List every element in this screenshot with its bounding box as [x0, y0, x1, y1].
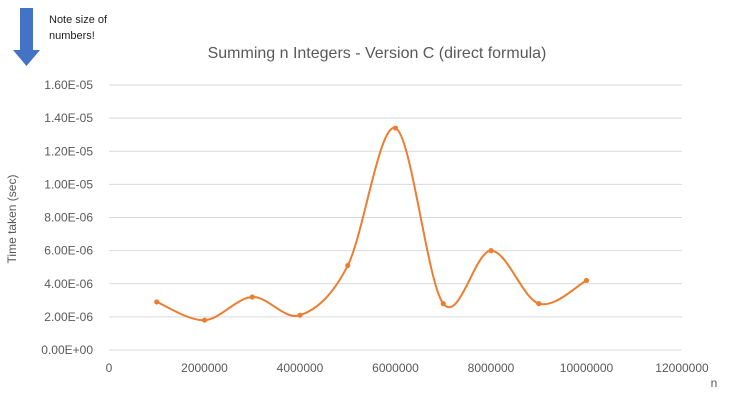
note-line-1: Note size of	[49, 14, 108, 26]
down-arrow-icon	[13, 8, 40, 66]
data-point-1	[201, 317, 208, 323]
data-point-0	[154, 299, 160, 305]
data-point-5	[392, 125, 399, 131]
data-point-2	[249, 294, 255, 300]
y-axis-tick-labels: 0.00E+00 2.00E-06 4.00E-06 6.00E-06 8.00E-06…	[41, 78, 93, 357]
y-tick-label-6: 1.20E-05	[44, 144, 93, 158]
y-tick-label-2: 4.00E-06	[44, 277, 93, 291]
data-point-3	[297, 312, 303, 318]
annotation: Note size of numbers!	[13, 8, 108, 66]
x-tick-label-6: 12000000	[655, 361, 709, 375]
data-point-8	[536, 301, 542, 307]
y-tick-label-1: 2.00E-06	[44, 310, 93, 324]
x-tick-label-5: 10000000	[560, 361, 614, 375]
x-tick-label-4: 8000000	[468, 361, 515, 375]
data-point-6	[440, 301, 446, 307]
y-tick-label-3: 6.00E-06	[44, 244, 93, 258]
gridlines	[109, 84, 682, 351]
y-tick-label-7: 1.40E-05	[44, 111, 93, 125]
y-axis-title: Time taken (sec)	[5, 175, 19, 264]
series-line-0	[155, 127, 588, 322]
chart-title: Summing n Integers - Version C (direct f…	[208, 45, 547, 62]
x-tick-label-3: 6000000	[372, 361, 419, 375]
data-point-9	[583, 277, 590, 284]
data-point-4	[345, 262, 351, 269]
x-axis-title: n	[711, 376, 718, 390]
data-point-7	[488, 248, 494, 254]
x-tick-label-1: 2000000	[181, 361, 228, 375]
x-tick-label-2: 4000000	[277, 361, 324, 375]
y-tick-label-4: 8.00E-06	[44, 211, 93, 225]
x-tick-label-0: 0	[106, 361, 113, 375]
x-axis-tick-labels: 0 2000000 4000000 6000000 8000000 10000000 120…	[106, 361, 709, 375]
y-tick-label-0: 0.00E+00	[41, 343, 93, 357]
y-tick-label-5: 1.00E-05	[44, 177, 93, 191]
note-line-2: numbers!	[49, 30, 95, 42]
y-tick-label-8: 1.60E-05	[44, 78, 93, 92]
data-series	[154, 125, 590, 323]
